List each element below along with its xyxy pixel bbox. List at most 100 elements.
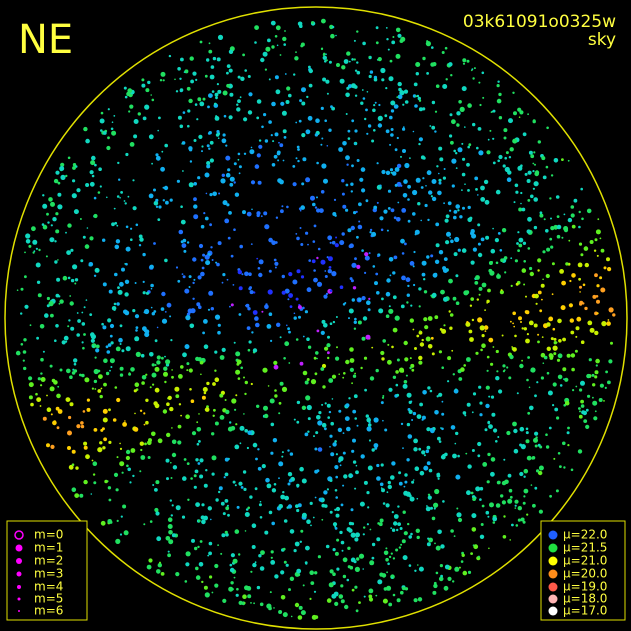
star: [331, 271, 337, 277]
star: [477, 454, 481, 458]
star: [398, 471, 402, 475]
star: [575, 335, 578, 338]
star: [24, 304, 29, 309]
star: [190, 399, 195, 404]
star: [171, 439, 177, 445]
star: [495, 503, 501, 508]
star: [70, 248, 74, 252]
star: [402, 126, 405, 128]
star: [423, 290, 428, 294]
star: [390, 208, 395, 213]
star: [588, 358, 592, 362]
star: [222, 273, 226, 277]
star: [220, 552, 223, 555]
star: [349, 243, 354, 248]
star: [89, 170, 94, 175]
star: [335, 356, 340, 361]
legend-label: m=6: [34, 604, 63, 618]
star: [359, 177, 364, 182]
star: [456, 111, 461, 116]
star: [107, 136, 110, 140]
star: [283, 43, 287, 46]
star: [160, 166, 166, 172]
star: [295, 297, 299, 301]
star: [329, 434, 333, 438]
star: [396, 181, 402, 187]
star: [425, 506, 431, 512]
star: [163, 185, 169, 191]
star: [594, 370, 599, 375]
star: [331, 398, 334, 400]
star: [250, 382, 253, 386]
star: [257, 466, 262, 471]
star: [444, 46, 448, 50]
star: [334, 214, 337, 217]
star: [464, 126, 466, 128]
star: [358, 601, 361, 604]
star: [228, 49, 234, 54]
star: [580, 380, 585, 386]
star: [563, 404, 566, 407]
star: [520, 444, 526, 450]
star: [306, 95, 309, 99]
star: [127, 467, 131, 472]
star: [406, 422, 411, 427]
star: [519, 471, 524, 477]
star: [299, 227, 302, 229]
star: [570, 213, 575, 218]
star: [193, 139, 197, 142]
star: [486, 299, 490, 303]
star: [341, 549, 344, 552]
star: [361, 296, 366, 301]
star: [214, 563, 219, 569]
star: [523, 468, 529, 474]
star: [40, 377, 46, 382]
star: [447, 576, 452, 582]
star: [338, 147, 343, 152]
star: [169, 315, 172, 318]
star: [67, 156, 71, 160]
legend-label: m=1: [34, 541, 63, 555]
legend-marker: [18, 610, 20, 612]
star: [486, 369, 489, 372]
star: [340, 584, 344, 588]
star: [130, 448, 136, 453]
star: [79, 493, 84, 498]
star: [342, 451, 346, 455]
star: [230, 303, 234, 307]
star: [600, 287, 606, 293]
star: [439, 564, 443, 568]
star: [376, 201, 379, 204]
star: [454, 442, 457, 445]
star: [324, 504, 328, 508]
star: [339, 464, 342, 467]
star: [270, 339, 273, 342]
star: [24, 251, 26, 254]
star: [472, 77, 475, 80]
star: [349, 347, 354, 352]
star: [97, 191, 101, 194]
star: [204, 592, 210, 598]
star: [495, 261, 499, 265]
star: [455, 301, 460, 306]
star: [351, 164, 354, 168]
star: [338, 456, 344, 462]
star: [416, 94, 420, 98]
star: [23, 366, 27, 371]
star: [321, 163, 327, 169]
star: [185, 562, 190, 567]
star: [393, 514, 399, 519]
star: [513, 201, 516, 204]
star: [202, 253, 206, 257]
star: [242, 210, 246, 215]
star: [271, 521, 276, 526]
star: [229, 305, 231, 308]
star: [314, 615, 319, 619]
star: [281, 205, 284, 208]
star: [581, 217, 584, 221]
star: [186, 86, 191, 91]
star: [283, 560, 287, 564]
star: [422, 56, 426, 61]
star: [355, 210, 358, 213]
star: [427, 386, 431, 390]
